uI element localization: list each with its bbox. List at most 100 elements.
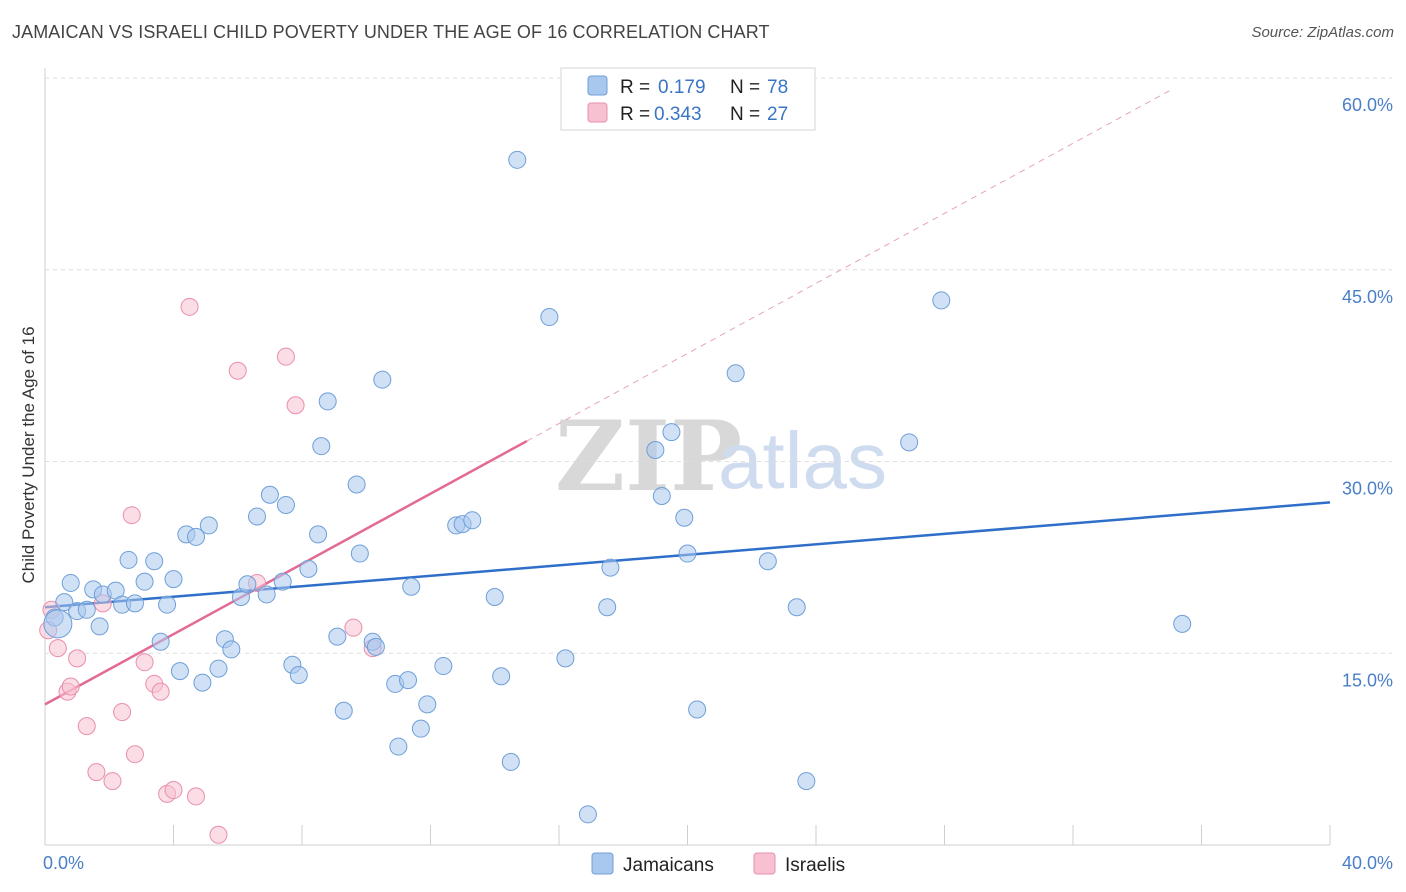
jamaicans-point-22 [209,659,228,678]
legend-r-value-1: 0.179 [658,77,706,98]
israelis-point-15 [164,781,183,800]
legend-swatch-jamaicans [587,75,608,96]
jamaicans-point-61 [578,805,597,824]
jamaicans-point-6 [90,617,109,636]
watermark-zip: ZIP [555,400,742,513]
israelis-point-21 [276,347,295,366]
jamaicans-point-55 [485,588,504,607]
bottom-legend-israelis: Israelis [785,855,845,876]
jamaicans-point-74 [900,433,919,452]
jamaicans-point-44 [373,370,392,389]
legend-n-label-2: N = [730,104,760,125]
jamaicans-point-59 [540,308,559,327]
jamaicans-point-65 [652,487,671,506]
jamaicans-point-2 [61,573,80,592]
jamaicans-point-20 [193,673,212,692]
y-tick-label-45: 45.0% [1342,287,1393,307]
jamaicans-point-30 [273,572,292,591]
jamaicans-point-4 [77,600,96,619]
jamaicans-point-13 [145,552,164,571]
israelis-point-8 [113,703,132,722]
jamaicans-point-68 [678,544,697,563]
jamaicans-point-70 [726,364,745,383]
bottom-legend-swatch-israelis [753,852,776,875]
jamaicans-point-21 [199,516,218,535]
israelis-point-17 [186,787,205,806]
jamaicans-point-77 [43,609,73,639]
jamaicans-point-75 [932,291,951,310]
jamaicans-point-66 [662,423,681,442]
jamaicans-point-60 [556,649,575,668]
israelis-point-18 [209,825,228,844]
jamaicans-point-31 [276,495,295,514]
jamaicans-point-76 [1173,614,1192,633]
stats-legend: R = 0.179 N = 78 R = 0.343 N = 27 [560,67,816,131]
israelis-trend-line [44,439,528,706]
y-tick-label-15: 15.0% [1342,670,1393,690]
y-tick-label-30: 30.0% [1342,479,1393,499]
jamaicans-point-38 [328,627,347,646]
jamaicans-point-47 [399,671,418,690]
trend-lines [44,90,1331,706]
jamaicans-point-49 [411,719,430,738]
y-axis-label: Child Poverty Under the Age of 16 [19,326,38,583]
jamaicans-point-11 [125,594,144,613]
israelis-point-4 [77,717,96,736]
legend-n-label-1: N = [730,77,760,98]
israelis-point-19 [228,361,247,380]
jamaicans-points [43,150,1192,824]
jamaicans-point-14 [151,632,170,651]
jamaicans-point-48 [402,577,421,596]
jamaicans-point-10 [119,550,138,569]
jamaicans-point-72 [787,598,806,617]
jamaicans-point-29 [260,485,279,504]
jamaicans-point-69 [688,700,707,719]
israelis-point-9 [122,506,141,525]
israelis-point-10 [125,745,144,764]
jamaicans-point-43 [366,637,385,656]
y-tick-label-60: 60.0% [1342,95,1393,115]
israelis-point-16 [180,297,199,316]
jamaicans-point-27 [248,507,267,526]
axes [44,68,1331,846]
jamaicans-point-73 [797,772,816,791]
series-legend: Jamaicans Israelis [591,852,845,876]
israelis-point-5 [87,763,106,782]
jamaicans-point-37 [318,392,337,411]
jamaicans-point-62 [598,598,617,617]
jamaicans-point-58 [508,150,527,169]
watermark-atlas: atlas [718,416,887,505]
jamaicans-point-16 [164,570,183,589]
bottom-legend-jamaicans: Jamaicans [623,855,714,876]
jamaicans-point-50 [418,695,437,714]
legend-swatch-israelis [587,102,608,123]
jamaicans-point-41 [350,544,369,563]
jamaicans-point-39 [334,701,353,720]
jamaicans-point-46 [389,737,408,756]
israelis-point-13 [151,682,170,701]
jamaicans-point-35 [309,525,328,544]
jamaicans-point-34 [299,559,318,578]
jamaicans-point-12 [135,572,154,591]
jamaicans-point-26 [238,575,257,594]
tick-labels: 15.0% 30.0% 45.0% 60.0% 0.0% 40.0% [43,95,1393,873]
source-credit: Source: ZipAtlas.com [1251,24,1394,41]
israelis-point-23 [344,618,363,637]
jamaicans-point-54 [463,511,482,530]
legend-r-value-2: 0.343 [654,104,702,125]
israelis-point-1 [48,639,67,658]
bottom-legend-swatch-jamaicans [591,852,614,875]
grid-lines [45,77,1392,654]
x-tick-label-max: 40.0% [1342,853,1393,873]
x-tick-label-min: 0.0% [43,853,84,873]
jamaicans-point-63 [601,558,620,577]
jamaicans-point-67 [675,508,694,527]
jamaicans-point-56 [492,667,511,686]
legend-n-value-1: 78 [767,77,788,98]
jamaicans-point-71 [758,552,777,571]
jamaicans-point-64 [646,440,665,459]
legend-r-label-1: R = [620,77,650,98]
jamaicans-point-28 [257,585,276,604]
israelis-point-3 [61,677,80,696]
